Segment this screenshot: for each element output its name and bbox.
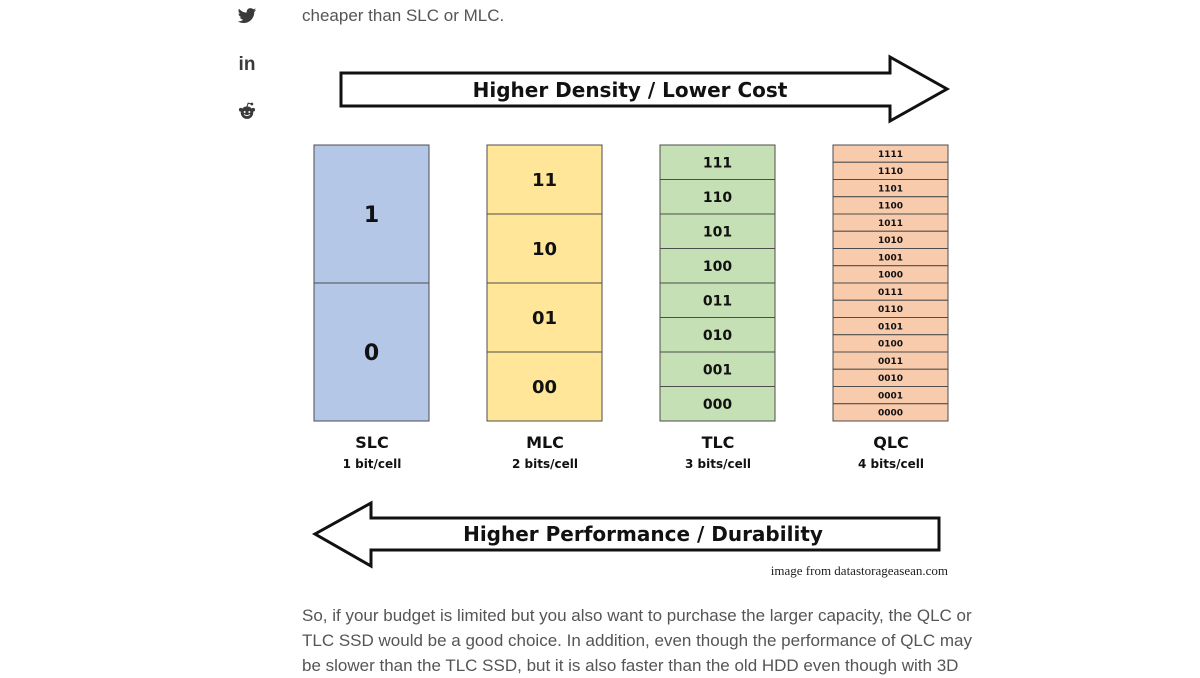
bottom-arrow-shape (311, 500, 941, 569)
slc-type-label: SLC (355, 433, 388, 452)
qlc-state-box (832, 386, 949, 405)
bottom-arrow-label: Higher Performance / Durability (463, 522, 823, 546)
tlc-state-box (659, 213, 776, 249)
qlc-state-label: 1011 (878, 219, 903, 229)
mlc-type-label: MLC (526, 433, 564, 452)
reddit-icon (238, 102, 256, 119)
linkedin-icon: in (238, 54, 256, 75)
mlc-bits-label: 2 bits/cell (512, 457, 578, 471)
slc-bits-label: 1 bit/cell (343, 457, 402, 471)
linkedin-share-button[interactable]: in (228, 46, 266, 84)
slc-state-box (313, 282, 430, 422)
qlc-state-label: 1100 (878, 202, 903, 212)
tlc-state-box (659, 144, 776, 180)
tlc-type-label: TLC (702, 433, 735, 452)
tlc-state-box (659, 248, 776, 284)
tlc-state-label: 011 (703, 293, 732, 309)
twitter-share-button[interactable] (228, 0, 266, 35)
qlc-state-label: 1101 (878, 184, 903, 194)
qlc-state-box (832, 282, 949, 301)
reddit-share-button[interactable] (228, 92, 266, 130)
qlc-state-box (832, 317, 949, 336)
qlc-state-box (832, 299, 949, 318)
article-paragraph: So, if your budget is limited but you al… (302, 606, 973, 675)
tlc-state-label: 101 (703, 224, 732, 240)
qlc-state-label: 1000 (878, 271, 903, 281)
qlc-state-label: 1110 (878, 167, 903, 177)
mlc-state-label: 11 (532, 170, 557, 191)
tlc-state-label: 100 (703, 259, 732, 275)
mlc-state-box (486, 213, 603, 284)
image-credit: image from datastorageasean.com (770, 563, 948, 578)
qlc-state-box (832, 161, 949, 180)
slc-state-box (313, 144, 430, 284)
qlc-state-label: 0100 (878, 340, 903, 350)
qlc-state-box (832, 196, 949, 215)
slc-state-label: 1 (364, 203, 379, 228)
qlc-state-label: 0101 (878, 322, 903, 332)
qlc-state-label: 0111 (878, 288, 903, 298)
article-intro-text: cheaper than SLC or MLC. (302, 6, 505, 25)
tlc-state-label: 110 (703, 190, 732, 206)
qlc-state-box (832, 368, 949, 387)
qlc-state-label: 0110 (878, 305, 903, 315)
qlc-state-box (832, 213, 949, 232)
tlc-state-box (659, 317, 776, 353)
qlc-state-label: 1010 (878, 236, 903, 246)
mlc-state-label: 10 (532, 239, 557, 260)
qlc-state-label: 0001 (878, 391, 903, 401)
mlc-state-label: 01 (532, 308, 557, 329)
top-arrow-shape (339, 54, 951, 124)
qlc-state-box (832, 248, 949, 267)
tlc-state-box (659, 179, 776, 215)
qlc-state-label: 0000 (878, 409, 903, 419)
mlc-state-label: 00 (532, 377, 557, 398)
qlc-state-label: 1001 (878, 253, 903, 263)
qlc-state-box (832, 230, 949, 249)
twitter-icon (237, 8, 257, 23)
tlc-state-label: 000 (703, 397, 732, 413)
qlc-state-label: 0010 (878, 374, 903, 384)
qlc-state-box (832, 403, 949, 422)
qlc-state-box (832, 265, 949, 284)
qlc-state-box (832, 179, 949, 198)
mlc-state-box (486, 351, 603, 422)
tlc-state-box (659, 386, 776, 422)
qlc-state-label: 1111 (878, 150, 903, 160)
tlc-state-box (659, 351, 776, 387)
slc-state-label: 0 (364, 341, 379, 366)
qlc-state-box (832, 334, 949, 353)
mlc-state-box (486, 144, 603, 215)
qlc-state-box (832, 144, 949, 163)
tlc-state-label: 001 (703, 362, 732, 378)
mlc-state-box (486, 282, 603, 353)
qlc-type-label: QLC (873, 433, 909, 452)
tlc-state-box (659, 282, 776, 318)
top-arrow-label: Higher Density / Lower Cost (473, 78, 788, 102)
tlc-state-label: 010 (703, 328, 732, 344)
tlc-state-label: 111 (703, 155, 732, 171)
qlc-state-label: 0011 (878, 357, 903, 367)
qlc-state-box (832, 351, 949, 370)
tlc-bits-label: 3 bits/cell (685, 457, 751, 471)
qlc-bits-label: 4 bits/cell (858, 457, 924, 471)
